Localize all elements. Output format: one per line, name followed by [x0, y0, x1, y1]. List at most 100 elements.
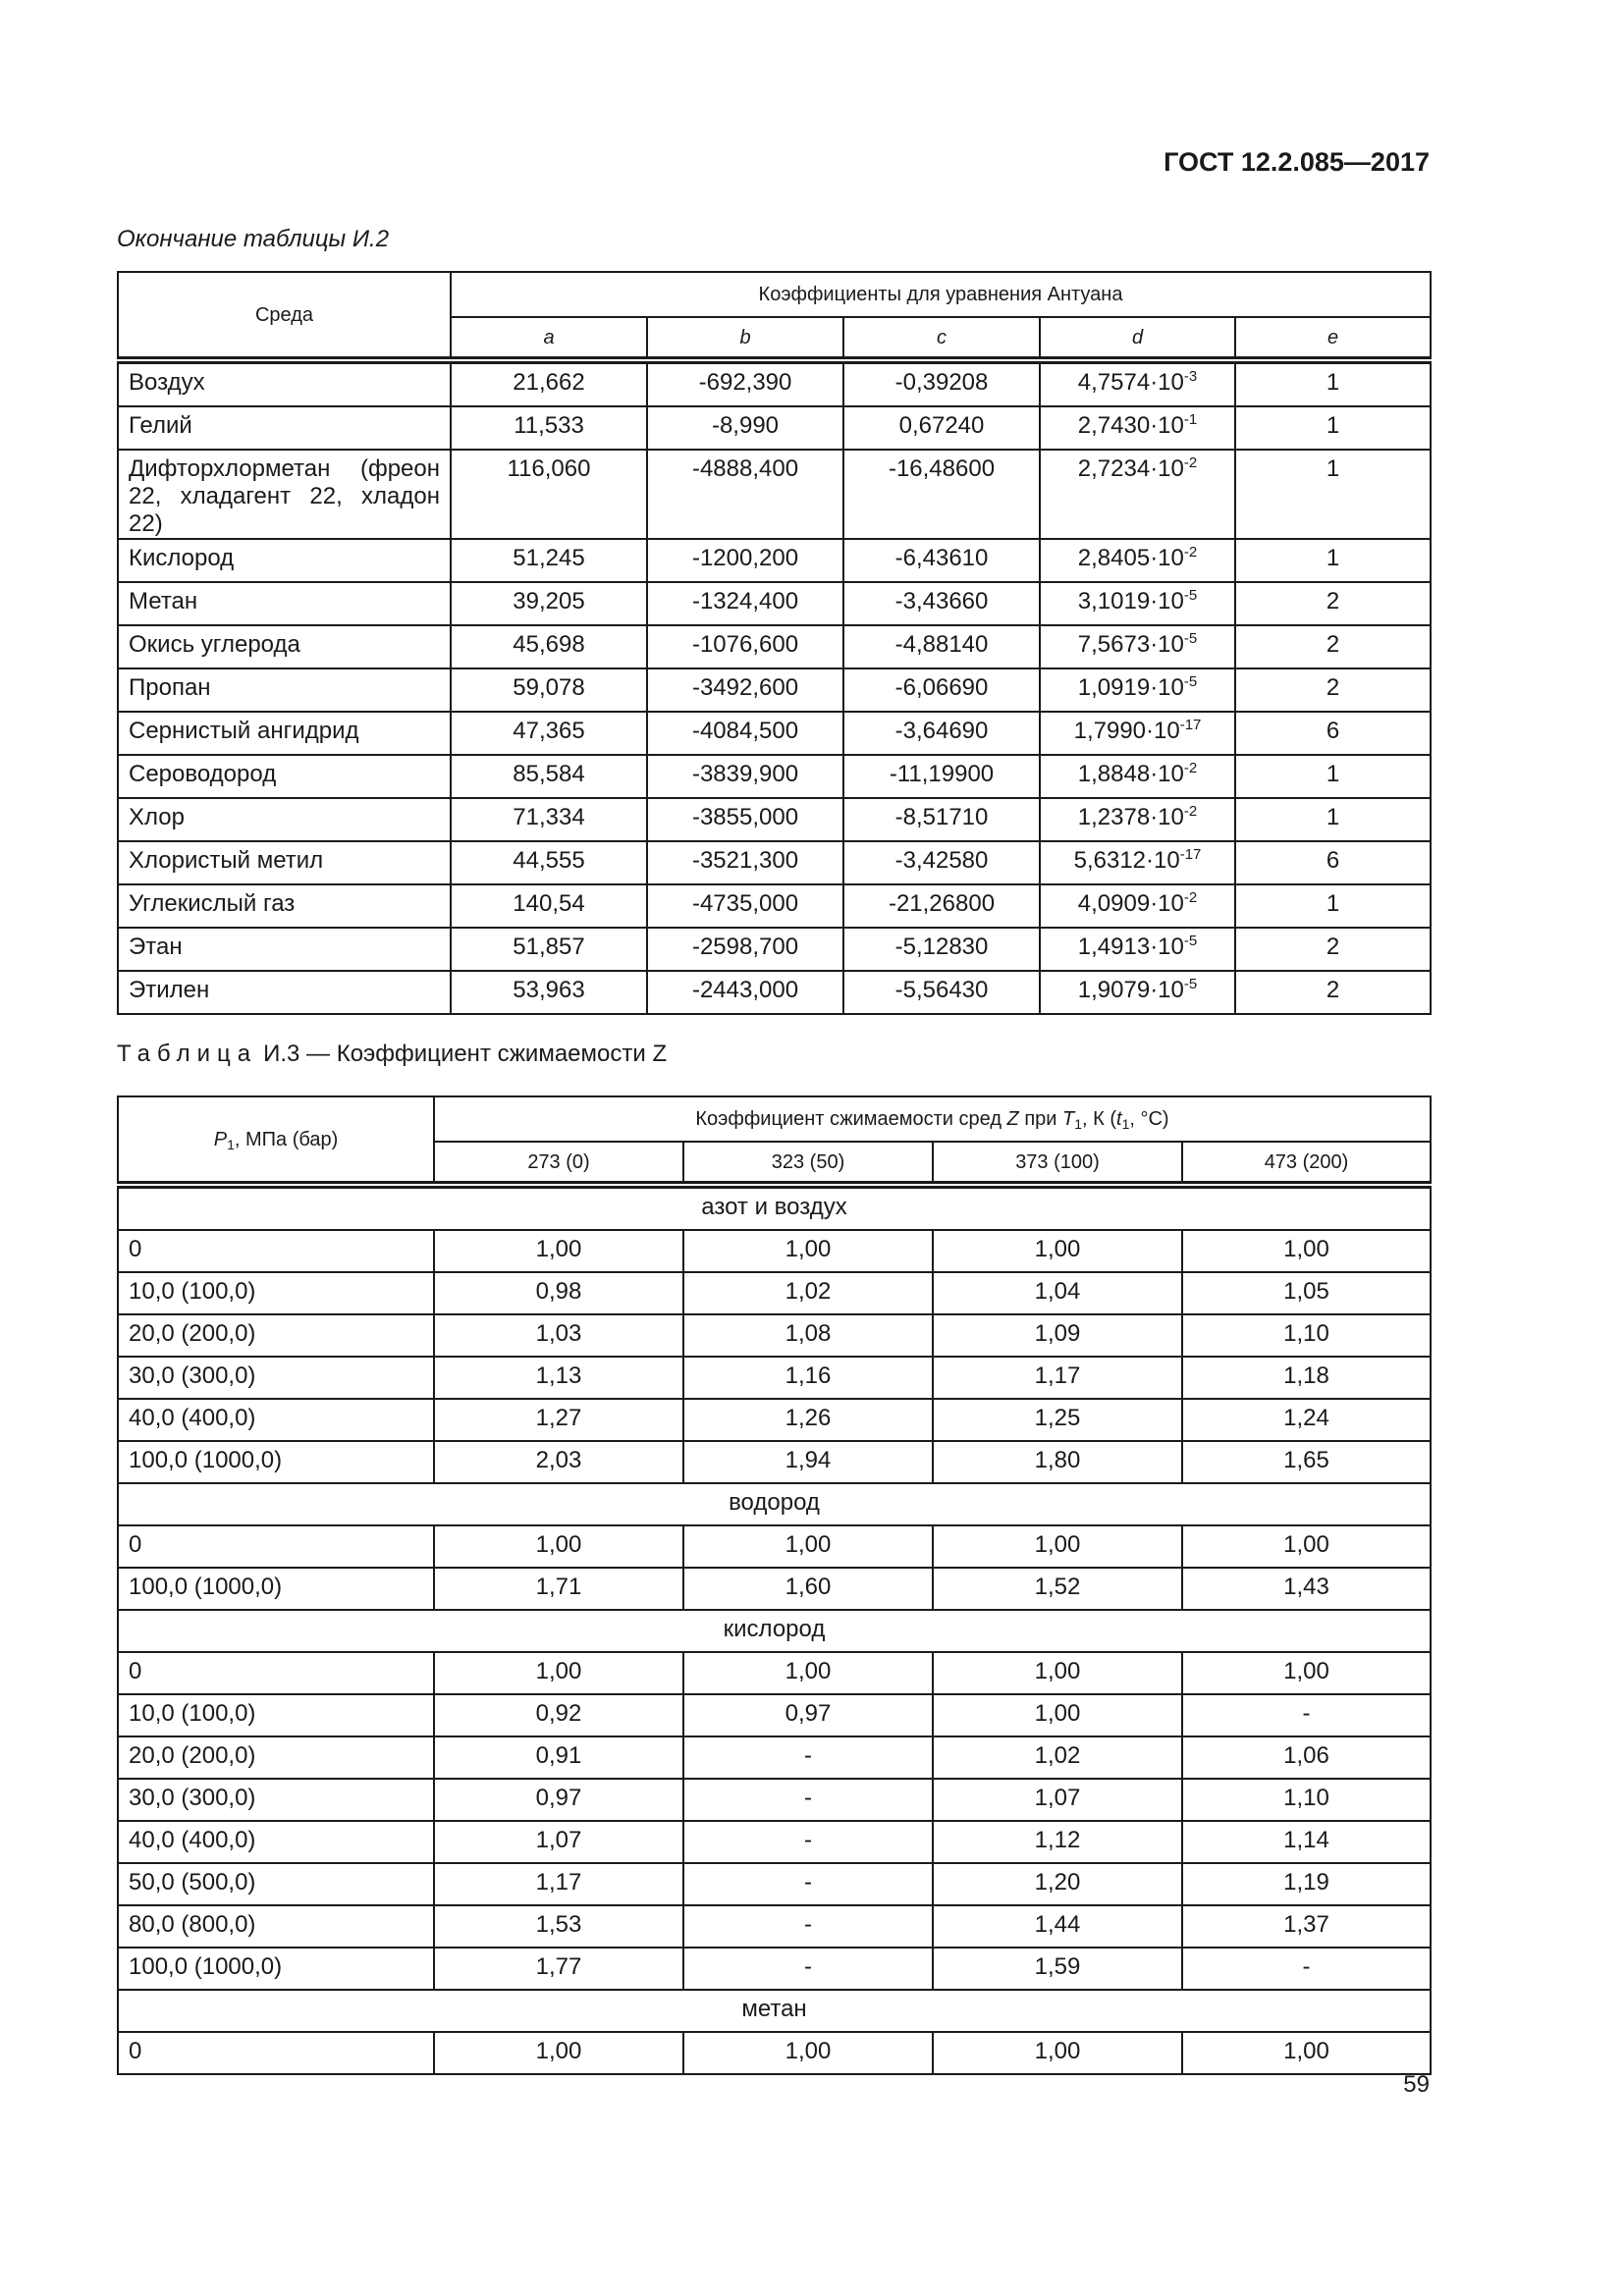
- cell: 1,7990·10-17: [1039, 711, 1236, 756]
- row-label: 20,0 (200,0): [117, 1735, 435, 1780]
- mantissa: 2,7234·10: [1077, 455, 1184, 482]
- mantissa: 2,8405·10: [1077, 545, 1184, 571]
- mantissa: 3,1019·10: [1077, 588, 1184, 614]
- cell: 1,4913·10-5: [1039, 927, 1236, 972]
- cell: 7,5673·10-5: [1039, 624, 1236, 669]
- cell: 0,98: [433, 1271, 684, 1315]
- cell: 1,80: [932, 1440, 1183, 1484]
- row-label: Хлористый метил: [117, 840, 452, 885]
- exponent: -5: [1183, 673, 1198, 690]
- cell: 2,7430·10-1: [1039, 405, 1236, 451]
- cell: 1,2378·10-2: [1039, 797, 1236, 842]
- cell: -692,390: [646, 356, 844, 407]
- cell: -: [1181, 1693, 1432, 1737]
- row-label: Сернистый ангидрид: [117, 711, 452, 756]
- exponent: -17: [1179, 846, 1202, 863]
- cell: 21,662: [450, 356, 648, 407]
- text-part: 1: [1121, 1116, 1130, 1132]
- table-row: 10,0 (100,0) 0,98 1,02 1,04 1,05: [117, 1271, 1432, 1315]
- row-label: 0: [117, 1229, 435, 1273]
- row-label: Дифторхлорметан (фреон 22, хладагент 22,…: [117, 449, 452, 540]
- cell: 1: [1233, 405, 1433, 451]
- cell: 116,060: [450, 449, 648, 540]
- cell: 1,9079·10-5: [1039, 970, 1236, 1015]
- cell: 11,533: [450, 405, 648, 451]
- table-row: 100,0 (1000,0) 2,03 1,94 1,80 1,65: [117, 1440, 1432, 1484]
- cell: 1,16: [682, 1356, 934, 1400]
- cell: 1,18: [1181, 1356, 1432, 1400]
- cell: 2: [1233, 667, 1433, 713]
- cell: 1,00: [433, 1524, 684, 1569]
- cell: -6,43610: [842, 538, 1041, 583]
- cell: 1,00: [932, 2031, 1183, 2075]
- table-row: Сероводород 85,584 -3839,900 -11,19900 1,884…: [117, 754, 1433, 799]
- header-cell: b: [646, 316, 844, 361]
- exponent: -3: [1183, 368, 1198, 385]
- row-label: 40,0 (400,0): [117, 1820, 435, 1864]
- table-row: Воздух 21,662 -692,390 -0,39208 4,7574·10-3 1: [117, 356, 1433, 407]
- row-label: 0: [117, 1524, 435, 1569]
- row-label: Хлор: [117, 797, 452, 842]
- cell: 4,0909·10-2: [1039, 883, 1236, 929]
- table-row: 0 1,00 1,00 1,00 1,00: [117, 1229, 1432, 1273]
- cell: 1,26: [682, 1398, 934, 1442]
- cell: 1,44: [932, 1904, 1183, 1949]
- cell: 1: [1233, 797, 1433, 842]
- row-label: Углекислый газ: [117, 883, 452, 929]
- antoine-table: Среда Коэффициенты для уравнения Антуана a…: [117, 271, 1433, 1015]
- table-row: Сернистый ангидрид 47,365 -4084,500 -3,6469…: [117, 711, 1433, 756]
- mantissa: 2,7430·10: [1077, 412, 1184, 439]
- section-title: азот и воздух: [117, 1181, 1432, 1231]
- cell: -0,39208: [842, 356, 1041, 407]
- table-row: 40,0 (400,0) 1,27 1,26 1,25 1,24: [117, 1398, 1432, 1442]
- cell: 1,94: [682, 1440, 934, 1484]
- cell: 1,09: [932, 1313, 1183, 1358]
- cell: 2: [1233, 581, 1433, 626]
- text-part: t: [1116, 1108, 1122, 1130]
- cell: 1,12: [932, 1820, 1183, 1864]
- cell: 1,00: [932, 1524, 1183, 1569]
- cell: 85,584: [450, 754, 648, 799]
- section-row: азот и воздух: [117, 1181, 1432, 1231]
- row-label: 30,0 (300,0): [117, 1778, 435, 1822]
- document-id: ГОСТ 12.2.085—2017: [1164, 147, 1430, 177]
- cell: 2: [1233, 624, 1433, 669]
- text-part: T: [1062, 1108, 1075, 1130]
- table-row: Хлор 71,334 -3855,000 -8,51710 1,2378·10-2 1: [117, 797, 1433, 842]
- cell: -1076,600: [646, 624, 844, 669]
- cell: 1,13: [433, 1356, 684, 1400]
- cell: 1,14: [1181, 1820, 1432, 1864]
- cell: 1,00: [1181, 1229, 1432, 1273]
- header-row: P1, МПа (бар) Коэффициент сжимаемости сре…: [117, 1095, 1432, 1186]
- text-part: Коэффициент сжимаемости сред: [695, 1108, 1007, 1130]
- cell: 1,52: [932, 1567, 1183, 1611]
- header-cell: P1, МПа (бар): [117, 1095, 435, 1186]
- header-cell: e: [1233, 316, 1433, 361]
- mantissa: 1,7990·10: [1073, 718, 1180, 744]
- exponent: -2: [1183, 544, 1198, 561]
- cell: 1,0919·10-5: [1039, 667, 1236, 713]
- cell: 71,334: [450, 797, 648, 842]
- cell: 1,07: [932, 1778, 1183, 1822]
- cell: -2598,700: [646, 927, 844, 972]
- cell: 1,00: [1181, 1524, 1432, 1569]
- mantissa: 5,6312·10: [1073, 847, 1180, 874]
- mantissa: 4,7574·10: [1077, 369, 1184, 396]
- table-row: 0 1,00 1,00 1,00 1,00: [117, 1651, 1432, 1695]
- cell: -4888,400: [646, 449, 844, 540]
- row-label: Окись углерода: [117, 624, 452, 669]
- section-row: водород: [117, 1482, 1432, 1526]
- table-row: 30,0 (300,0) 0,97-1,07 1,10: [117, 1778, 1432, 1822]
- cell: 3,1019·10-5: [1039, 581, 1236, 626]
- header-row: Среда Коэффициенты для уравнения Антуана: [117, 271, 1433, 361]
- cell: 4,7574·10-3: [1039, 356, 1236, 407]
- table-label: Таблица: [117, 1041, 258, 1067]
- cell: 1,00: [932, 1651, 1183, 1695]
- cell: -5,12830: [842, 927, 1041, 972]
- cell: 5,6312·10-17: [1039, 840, 1236, 885]
- text-part: , °C): [1129, 1108, 1169, 1130]
- cell: -11,19900: [842, 754, 1041, 799]
- cell: 1,00: [433, 2031, 684, 2075]
- cell: 1,53: [433, 1904, 684, 1949]
- header-cell: 323 (50): [682, 1141, 934, 1186]
